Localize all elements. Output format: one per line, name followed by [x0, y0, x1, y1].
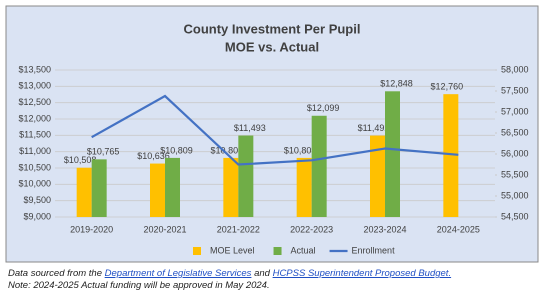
y-tick-label: $10,000 [18, 179, 51, 189]
y-tick-label: $10,500 [18, 162, 51, 172]
value-label: $10,508 [64, 155, 97, 165]
bar [165, 157, 180, 217]
y2-tick-label: 54,500 [501, 211, 529, 221]
value-label: $10,809 [160, 145, 193, 155]
chart-subtitle: MOE vs. Actual [225, 39, 319, 54]
x-tick-label: 2022-2023 [290, 224, 333, 234]
value-label: $11,492 [358, 123, 390, 133]
y-tick-label: $13,000 [18, 81, 51, 91]
value-label: $10,809 [211, 145, 244, 155]
bar [443, 94, 459, 217]
value-label: $12,760 [431, 82, 464, 92]
value-label: $12,848 [380, 79, 413, 89]
legend-label: MOE Level [210, 245, 255, 255]
y2-tick-label: 55,000 [501, 190, 529, 200]
y-tick-label: $12,500 [18, 97, 51, 107]
legend-swatch [193, 247, 201, 255]
bar [296, 157, 312, 217]
note-line: Note: 2024-2025 Actual funding will be a… [8, 280, 270, 291]
legend-label: Actual [291, 245, 316, 255]
bar [150, 163, 165, 217]
bar [91, 159, 107, 217]
bar [223, 157, 239, 217]
x-tick-label: 2024-2025 [437, 224, 480, 234]
note-text: Data sourced from the [8, 268, 105, 279]
y-tick-label: $11,500 [19, 130, 51, 140]
legend-swatch [273, 247, 282, 255]
bar [76, 167, 92, 217]
x-tick-label: 2019-2020 [70, 224, 113, 234]
value-label: $10,636 [137, 151, 170, 161]
value-label: $10,809 [284, 145, 317, 155]
y2-tick-label: 56,000 [501, 148, 529, 158]
legend-label: Enrollment [352, 245, 396, 255]
y2-tick-label: 58,000 [501, 64, 529, 74]
y-tick-label: $9,000 [23, 211, 51, 221]
line [91, 94, 459, 166]
value-label: $12,099 [307, 103, 340, 113]
x-tick-label: 2020-2021 [143, 224, 186, 234]
value-label: $10,765 [87, 147, 120, 157]
note-text: and [251, 268, 273, 279]
y-tick-label: $11,000 [19, 146, 51, 156]
link[interactable]: Department of Legislative Services [104, 268, 252, 279]
chart: County Investment Per Pupil MOE vs. Actu… [5, 5, 539, 263]
x-tick-label: 2023-2024 [363, 224, 406, 234]
y2-tick-label: 57,500 [501, 85, 529, 95]
bar [385, 91, 400, 217]
y2-tick-label: 55,500 [501, 169, 529, 179]
x-tick-label: 2021-2022 [217, 224, 260, 234]
y-tick-label: $13,500 [18, 64, 51, 74]
bar [370, 135, 385, 217]
chart-title: County Investment Per Pupil [184, 21, 361, 36]
value-label: $11,493 [234, 123, 266, 133]
link[interactable]: HCPSS Superintendent Proposed Budget. [272, 268, 452, 279]
bar [311, 115, 327, 217]
y-tick-label: $12,000 [18, 113, 51, 123]
note-line: Data sourced from the Department of Legi… [8, 268, 451, 280]
y2-tick-label: 57,000 [501, 106, 529, 116]
y2-tick-label: 56,500 [501, 127, 529, 137]
notes: Data sourced from the Department of Legi… [8, 268, 451, 292]
bar [238, 135, 254, 217]
y-tick-label: $9,500 [23, 195, 51, 205]
